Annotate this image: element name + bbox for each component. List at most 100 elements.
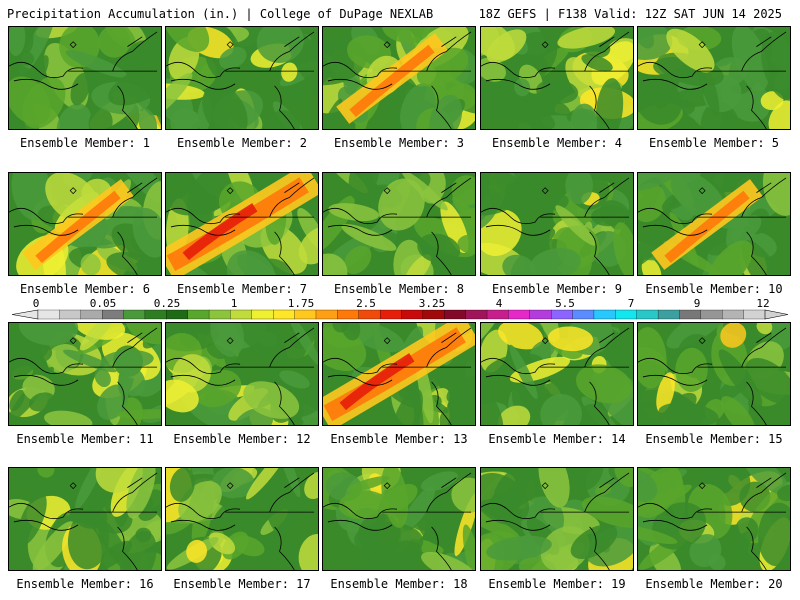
precip-map: [323, 173, 475, 275]
colorbar-swatch: [59, 309, 82, 320]
panel-label: Ensemble Member: 20: [645, 577, 783, 591]
colorbar-tick-label: 1: [230, 297, 238, 310]
panel-label: Ensemble Member: 13: [330, 432, 468, 446]
colorbar-swatch: [379, 309, 402, 320]
precip-map: [481, 323, 633, 425]
precip-map: [638, 27, 790, 129]
precip-map: [481, 27, 633, 129]
ensemble-panel: [637, 172, 791, 276]
ensemble-panel: [322, 467, 476, 571]
panel-label: Ensemble Member: 17: [173, 577, 311, 591]
colorbar-swatch: [636, 309, 659, 320]
panel-label: Ensemble Member: 4: [491, 136, 623, 150]
colorbar-swatch: [123, 309, 146, 320]
colorbar-tick-label: 5.5: [555, 297, 575, 310]
panel-label: Ensemble Member: 9: [491, 282, 623, 296]
precip-map: [166, 468, 318, 570]
ensemble-panel: [637, 26, 791, 130]
panel-label: Ensemble Member: 6: [19, 282, 151, 296]
precip-map: [9, 173, 161, 275]
colorbar-swatch: [102, 309, 124, 320]
panel-label: Ensemble Member: 18: [330, 577, 468, 591]
colorbar-tick-label: 0.25: [153, 297, 181, 310]
colorbar-swatch: [465, 309, 488, 320]
colorbar-swatch: [422, 309, 445, 320]
panel-label: Ensemble Member: 10: [645, 282, 783, 296]
colorbar-swatch: [486, 309, 509, 320]
panel-label: Ensemble Member: 2: [176, 136, 308, 150]
colorbar-swatch: [657, 309, 680, 320]
ensemble-panel: [8, 467, 162, 571]
ensemble-panel: [480, 26, 634, 130]
panel-label: Ensemble Member: 19: [488, 577, 626, 591]
colorbar-swatch: [187, 309, 210, 320]
colorbar-swatch: [315, 309, 338, 320]
precip-map: [323, 468, 475, 570]
ensemble-panel: [637, 322, 791, 426]
panel-label: Ensemble Member: 7: [176, 282, 308, 296]
colorbar-swatch: [208, 309, 231, 320]
panel-label: Ensemble Member: 8: [333, 282, 465, 296]
colorbar-swatch: [358, 309, 381, 320]
colorbar-swatch: [593, 309, 616, 320]
colorbar-tick-label: 2.5: [356, 297, 376, 310]
colorbar-swatch: [230, 309, 253, 320]
ensemble-panel: [322, 26, 476, 130]
colorbar-swatch: [401, 309, 424, 320]
ensemble-panel: [165, 172, 319, 276]
panel-label: Ensemble Member: 16: [16, 577, 154, 591]
colorbar-swatch: [700, 309, 723, 320]
ensemble-panel: [165, 26, 319, 130]
panel-label: Ensemble Member: 3: [333, 136, 465, 150]
colorbar-tick-label: 3.25: [418, 297, 446, 310]
colorbar-swatch: [615, 309, 638, 320]
ensemble-panel: [8, 172, 162, 276]
colorbar-swatch: [166, 309, 189, 320]
ensemble-panel: [322, 322, 476, 426]
precip-map: [166, 323, 318, 425]
ensemble-panel: [480, 172, 634, 276]
colorbar-swatch: [144, 309, 167, 320]
colorbar-swatch: [743, 309, 766, 320]
colorbar-swatch: [273, 309, 296, 320]
panel-label: Ensemble Member: 12: [173, 432, 311, 446]
colorbar-swatch: [551, 309, 574, 320]
colorbar-swatch: [572, 309, 595, 320]
precip-map: [166, 173, 318, 275]
colorbar-swatch: [722, 309, 745, 320]
colorbar-tick-label: 9: [693, 297, 701, 310]
precip-map: [481, 468, 633, 570]
precip-map: [638, 173, 790, 275]
panel-label: Ensemble Member: 15: [645, 432, 783, 446]
colorbar: [11, 309, 789, 320]
ensemble-panel: [165, 467, 319, 571]
ensemble-panel: [480, 467, 634, 571]
ensemble-panel: [637, 467, 791, 571]
colorbar-tick-label: 0: [32, 297, 40, 310]
precip-map: [9, 27, 161, 129]
colorbar-tick-label: 12: [756, 297, 770, 310]
precip-map: [481, 173, 633, 275]
precip-map: [166, 27, 318, 129]
precip-map: [323, 27, 475, 129]
colorbar-tick-label: 0.05: [89, 297, 117, 310]
precip-map: [638, 468, 790, 570]
panel-label: Ensemble Member: 5: [648, 136, 780, 150]
ensemble-panel: [8, 26, 162, 130]
colorbar-swatch: [37, 309, 60, 320]
ensemble-panel: [480, 322, 634, 426]
run-valid-time: 18Z GEFS | F138 Valid: 12Z SAT JUN 14 20…: [478, 7, 782, 21]
panel-label: Ensemble Member: 1: [19, 136, 151, 150]
colorbar-tick-label: 7: [627, 297, 635, 310]
colorbar-swatch: [337, 309, 360, 320]
precip-map: [638, 323, 790, 425]
precip-map: [323, 323, 475, 425]
colorbar-swatch: [679, 309, 702, 320]
colorbar-tick-label: 1.75: [287, 297, 315, 310]
colorbar-swatch: [251, 309, 274, 320]
ensemble-panel: [8, 322, 162, 426]
ensemble-panel: [165, 322, 319, 426]
colorbar-tick-label: 4: [495, 297, 503, 310]
colorbar-swatch: [529, 309, 552, 320]
ensemble-panel: [322, 172, 476, 276]
